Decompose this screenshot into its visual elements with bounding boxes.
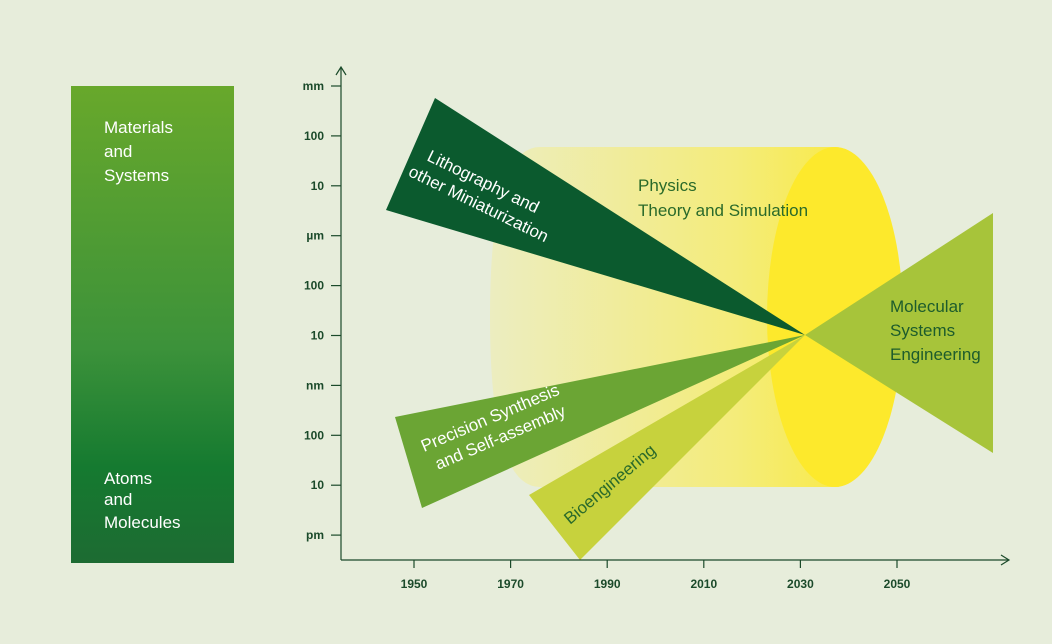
scale-bar xyxy=(71,86,234,563)
y-tick-label: mm xyxy=(303,79,324,93)
molecular-label: Molecular Systems Engineering xyxy=(890,297,981,364)
x-tick-label: 1950 xyxy=(401,577,428,591)
x-tick-label: 2050 xyxy=(884,577,911,591)
y-tick-label: 10 xyxy=(311,179,325,193)
bar-bottom-label: Atoms and Molecules xyxy=(104,469,181,532)
y-tick-label: 10 xyxy=(311,478,325,492)
lithography-wedge xyxy=(386,98,805,335)
y-tick-label: µm xyxy=(306,229,324,243)
bio-wedge xyxy=(529,335,805,560)
bar-top-label: Materials and Systems xyxy=(104,118,178,185)
x-tick-label: 2030 xyxy=(787,577,814,591)
x-tick-label: 2010 xyxy=(690,577,717,591)
y-tick-label: 100 xyxy=(304,129,324,143)
y-tick-label: nm xyxy=(306,378,324,392)
molecular-wedge xyxy=(805,213,993,453)
y-tick-label: 10 xyxy=(311,329,325,343)
x-tick-label: 1970 xyxy=(497,577,524,591)
x-tick-label: 1990 xyxy=(594,577,621,591)
y-tick-label: pm xyxy=(306,528,324,542)
physics-label: Physics Theory and Simulation xyxy=(638,176,808,220)
precision-wedge xyxy=(395,335,805,508)
y-tick-label: 100 xyxy=(304,428,324,442)
y-tick-label: 100 xyxy=(304,279,324,293)
